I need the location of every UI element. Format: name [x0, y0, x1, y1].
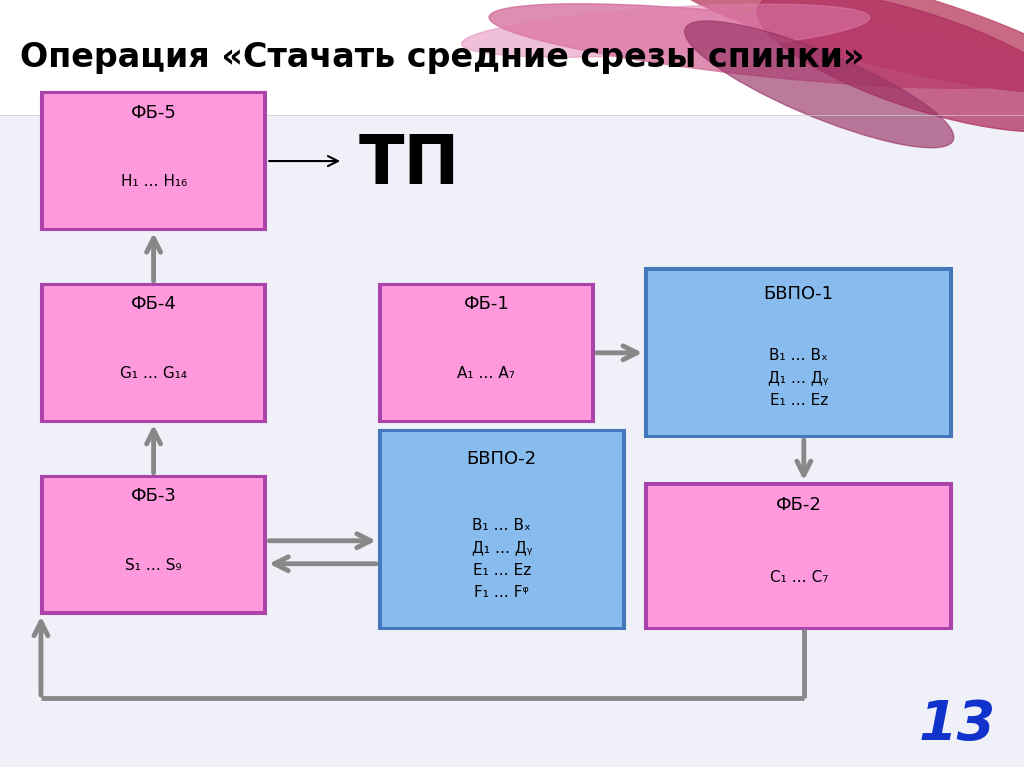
Bar: [44, 94, 263, 133]
Bar: [382, 489, 622, 627]
Bar: [41, 92, 266, 230]
Bar: [645, 483, 952, 629]
Bar: [41, 284, 266, 422]
Text: БВПО-1: БВПО-1: [764, 285, 834, 303]
Bar: [44, 325, 263, 420]
Text: БВПО-2: БВПО-2: [467, 450, 537, 469]
Text: Операция «Стачать средние срезы спинки»: Операция «Стачать средние срезы спинки»: [20, 41, 865, 74]
Text: ФБ-4: ФБ-4: [131, 295, 176, 314]
Bar: [44, 478, 263, 517]
Bar: [0, 0, 1024, 115]
Text: ФБ-1: ФБ-1: [464, 295, 509, 314]
Bar: [382, 286, 591, 325]
Bar: [44, 133, 263, 228]
Bar: [648, 319, 949, 435]
Ellipse shape: [462, 4, 869, 58]
Text: S₁ … S₉: S₁ … S₉: [125, 558, 182, 573]
Bar: [379, 430, 625, 629]
Bar: [44, 517, 263, 611]
Bar: [645, 268, 952, 437]
Ellipse shape: [757, 0, 1024, 132]
Bar: [382, 325, 591, 420]
Ellipse shape: [685, 21, 953, 148]
Text: С₁ … С₇: С₁ … С₇: [769, 571, 828, 585]
Text: А₁ … А₇: А₁ … А₇: [458, 366, 515, 381]
Ellipse shape: [653, 0, 1024, 92]
Text: Н₁ … Н₁₆: Н₁ … Н₁₆: [121, 174, 186, 189]
Text: ТП: ТП: [358, 132, 460, 198]
Text: В₁ … Вₓ
Д₁ … Дᵧ
Е₁ … Еᴢ: В₁ … Вₓ Д₁ … Дᵧ Е₁ … Еᴢ: [768, 348, 829, 408]
Bar: [648, 271, 949, 319]
Text: G₁ … G₁₄: G₁ … G₁₄: [120, 366, 187, 381]
Bar: [41, 476, 266, 614]
Ellipse shape: [489, 4, 1024, 88]
Text: В₁ … Вₓ
Д₁ … Дᵧ
Е₁ … Еᴢ
F₁ … Fᵠ: В₁ … Вₓ Д₁ … Дᵧ Е₁ … Еᴢ F₁ … Fᵠ: [471, 518, 532, 600]
Bar: [44, 286, 263, 325]
Text: ФБ-2: ФБ-2: [776, 496, 821, 514]
Bar: [382, 432, 622, 489]
Text: 13: 13: [919, 698, 996, 752]
Bar: [379, 284, 594, 422]
Bar: [648, 527, 949, 627]
Text: ФБ-5: ФБ-5: [131, 104, 176, 122]
Bar: [648, 486, 949, 527]
Text: ФБ-3: ФБ-3: [131, 487, 176, 505]
